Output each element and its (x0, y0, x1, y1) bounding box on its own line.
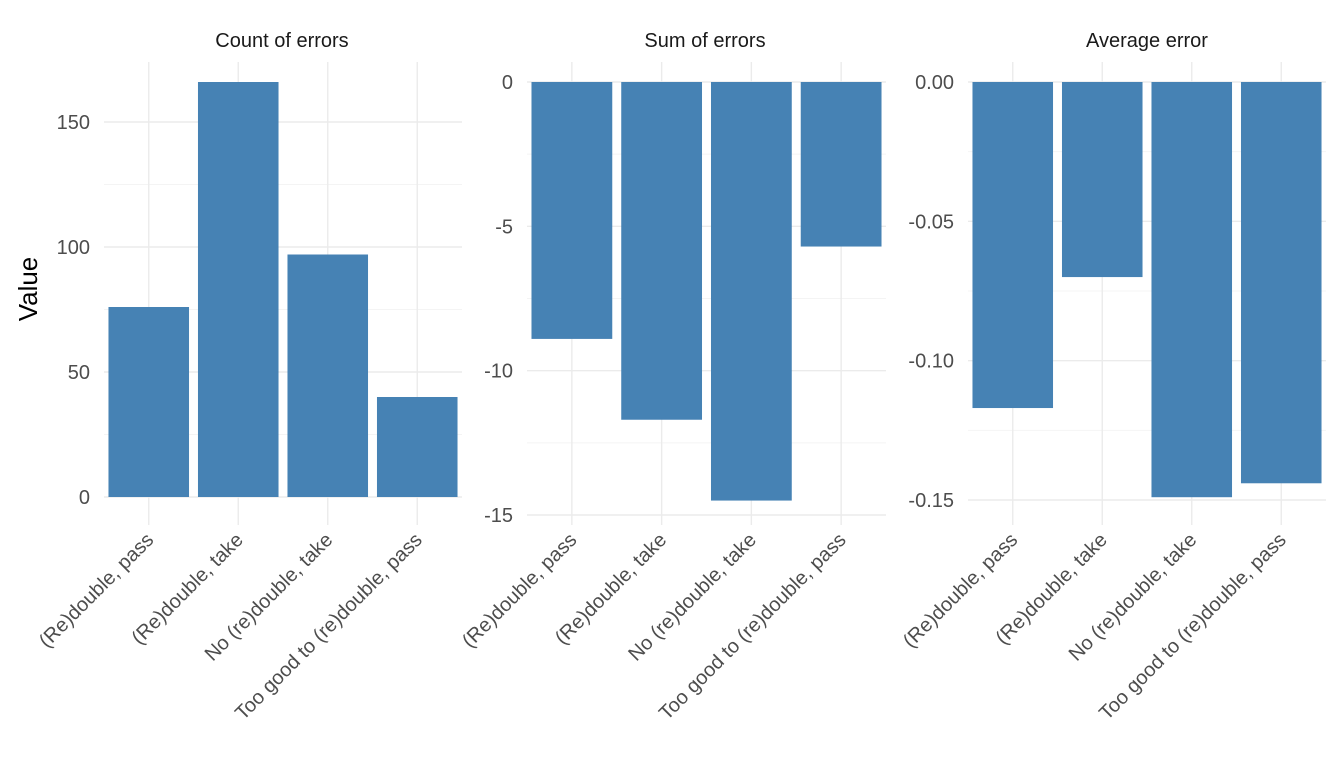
y-tick-label: -15 (484, 505, 513, 527)
bar (197, 82, 279, 497)
panel-title: Count of errors (215, 30, 348, 52)
panel-sum-of-errors: Sum of errors 0-5-10-15(Re)double, pass(… (458, 30, 886, 725)
bar (376, 397, 458, 497)
y-tick-label: -10 (484, 361, 513, 383)
bar (1151, 82, 1233, 498)
bar (710, 82, 792, 501)
bar (800, 82, 882, 247)
bar (621, 82, 703, 420)
y-tick-label: 50 (68, 362, 90, 384)
bar (531, 82, 613, 339)
panel-title: Average error (1086, 30, 1208, 52)
bar (1240, 82, 1322, 484)
y-tick-label: 0 (502, 72, 513, 94)
y-tick-label: -0.15 (908, 490, 954, 512)
y-tick-label: 150 (57, 112, 90, 134)
bar (972, 82, 1054, 409)
x-tick-label: Too good to (re)double, pass (655, 529, 851, 725)
y-tick-label: -0.10 (908, 351, 954, 373)
y-axis-label: Value (13, 257, 43, 322)
x-tick-label: Too good to (re)double, pass (1095, 529, 1291, 725)
y-tick-label: 0.00 (915, 72, 954, 94)
y-tick-label: 100 (57, 237, 90, 259)
bar (108, 307, 190, 497)
panel-average-error: Average error 0.00-0.05-0.10-0.15(Re)dou… (899, 30, 1326, 725)
panel-title: Sum of errors (644, 30, 765, 52)
bar (287, 254, 369, 497)
bar (1061, 82, 1143, 278)
x-tick-label: Too good to (re)double, pass (231, 529, 427, 725)
y-tick-label: -5 (495, 216, 513, 238)
y-tick-label: 0 (79, 487, 90, 509)
y-tick-label: -0.05 (908, 211, 954, 233)
